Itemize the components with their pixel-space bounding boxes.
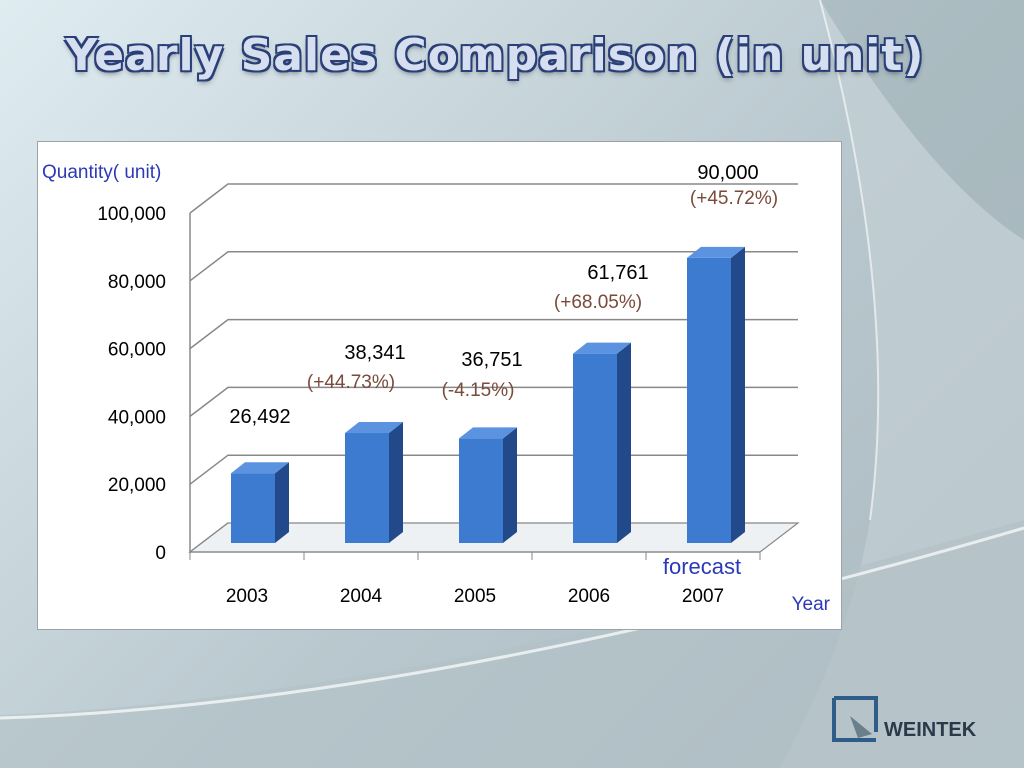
logo-text: WEINTEK (884, 719, 977, 741)
data-label: 36,751 (461, 349, 522, 371)
page-title: Yearly Sales Comparison (in unit) (65, 30, 925, 81)
bar-top (687, 246, 745, 258)
bar-front (459, 438, 503, 543)
y-tick-label: 100,000 (97, 204, 166, 225)
bar-top (231, 462, 289, 474)
gridline (189, 251, 798, 282)
weintek-logo: WEINTEK (832, 696, 977, 742)
bar-front (573, 353, 617, 543)
bar-top (573, 342, 631, 354)
data-label: 38,341 (344, 342, 405, 364)
y-tick-label: 80,000 (108, 272, 166, 293)
x-tick-label: 2006 (568, 586, 610, 607)
weintek-logo-icon (832, 696, 878, 742)
change-label: (+45.72%) (690, 188, 778, 209)
bar-side (389, 422, 403, 543)
y-tick-label: 60,000 (108, 340, 166, 361)
change-label: (+68.05%) (554, 292, 642, 313)
bar-top (459, 427, 517, 439)
data-label: 61,761 (587, 262, 648, 284)
data-label: 26,492 (229, 406, 290, 428)
change-label: (-4.15%) (442, 380, 515, 401)
bar-side (617, 342, 631, 543)
back-wall-edge (189, 213, 229, 554)
bar-front (345, 433, 389, 543)
forecast-annotation: forecast (663, 554, 741, 579)
bar-side (731, 246, 745, 543)
y-tick-label: 0 (155, 543, 166, 564)
y-axis-title: Quantity( unit) (42, 162, 161, 183)
x-tick-label: 2005 (454, 586, 496, 607)
bar-front (687, 257, 731, 543)
bar-side (275, 462, 289, 543)
y-tick-label: 20,000 (108, 475, 166, 496)
x-tick-label: 2003 (226, 586, 268, 607)
change-label: (+44.73%) (307, 372, 395, 393)
gridline (189, 318, 798, 350)
bar-chart: 0 20,000 40,000 60,000 80,000 100,000 2003 2004… (42, 162, 831, 615)
bar-side (503, 427, 517, 543)
x-tick-label: 2007 (682, 586, 724, 607)
bar-front (231, 473, 275, 543)
y-tick-label: 40,000 (108, 407, 166, 428)
chart-panel: 0 20,000 40,000 60,000 80,000 100,000 2003 2004… (37, 141, 842, 630)
data-label: 90,000 (697, 162, 758, 184)
bar-top (345, 422, 403, 434)
x-tick-label: 2004 (340, 586, 383, 607)
gridline (189, 183, 798, 214)
x-axis-title: Year (792, 594, 831, 615)
